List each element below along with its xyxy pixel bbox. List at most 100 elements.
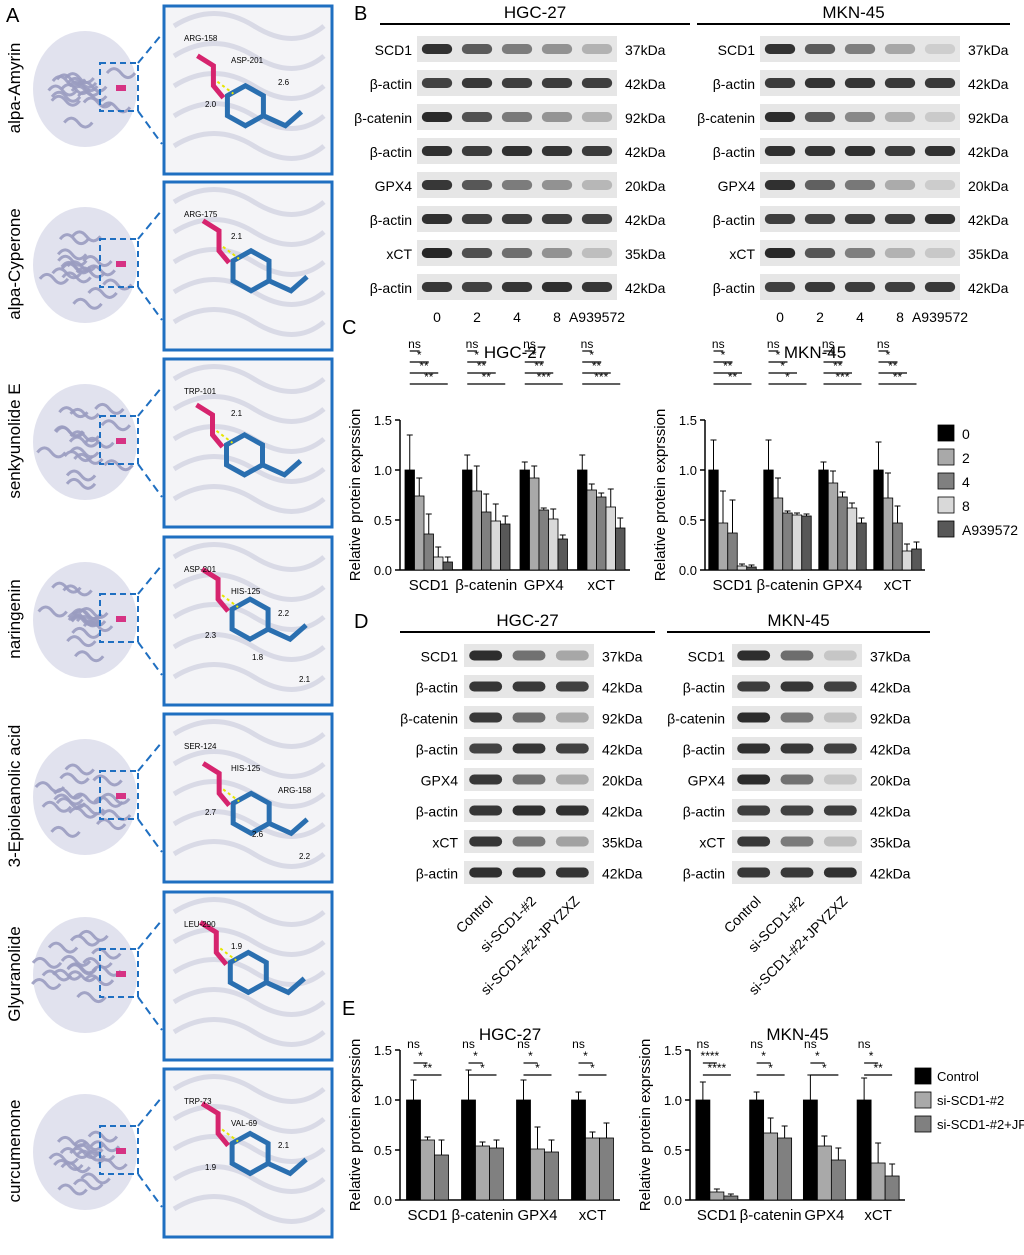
- protein-band: [823, 681, 857, 692]
- protein-band: [844, 214, 876, 224]
- lane-label: 8: [896, 309, 904, 325]
- kda-label: 20kDa: [602, 773, 643, 789]
- legend-label: si-SCD1-#2+JPYZXZ: [937, 1117, 1024, 1132]
- protein-band: [461, 248, 493, 258]
- legend-swatch: [914, 1067, 932, 1085]
- zoom-panel: LEU-290 1.9: [162, 890, 334, 1062]
- protein-band: [884, 180, 916, 190]
- protein-band: [844, 44, 876, 54]
- protein-band: [541, 214, 573, 224]
- background-helix: [172, 572, 326, 602]
- ligand-chain: [265, 976, 306, 996]
- zoom-panel: ASP-201 HIS-125 2.2 2.3 1.8 2.1: [162, 535, 334, 707]
- helix: [73, 1178, 104, 1191]
- significance-mark: ns: [712, 337, 725, 351]
- residue: [200, 1101, 231, 1148]
- significance-mark: **: [592, 359, 602, 373]
- protein-label: β-actin: [416, 866, 458, 882]
- protein-band: [461, 282, 493, 292]
- ligand-chain: [268, 817, 309, 837]
- protein-label: β-actin: [683, 680, 725, 696]
- protein-band: [804, 78, 836, 88]
- significance-mark: *: [761, 1049, 766, 1063]
- kda-label: 92kDa: [870, 711, 911, 727]
- zoom-line: [137, 1096, 163, 1127]
- protein-band: [581, 282, 613, 292]
- western-blot: HGC-27 SCD1 37kDa β-actin 42kDa β-catenin 92kD…: [354, 3, 690, 325]
- significance-mark: **: [424, 370, 434, 384]
- helix: [66, 635, 97, 648]
- legend: 0 2 4 8 A939572: [937, 424, 1018, 538]
- significance-mark: ns: [523, 337, 536, 351]
- helix: [47, 941, 79, 954]
- protein-band: [581, 248, 613, 258]
- kda-label: 42kDa: [968, 212, 1009, 228]
- background-helix: [172, 897, 326, 927]
- bar: [406, 1099, 421, 1201]
- helix: [93, 795, 124, 808]
- residue-label: ARG-175: [184, 210, 218, 219]
- helix: [48, 1152, 79, 1165]
- background-helix: [172, 1194, 326, 1224]
- bar: [586, 489, 597, 571]
- significance-mark: *: [590, 1061, 595, 1075]
- kda-label: 42kDa: [602, 804, 643, 820]
- protein-band: [884, 214, 916, 224]
- zoom-line: [137, 33, 163, 64]
- lane-label: 0: [776, 309, 784, 325]
- ligand: [224, 432, 266, 478]
- protein-band: [884, 248, 916, 258]
- protein-band: [512, 867, 546, 878]
- helix: [100, 419, 132, 432]
- protein-band: [555, 867, 589, 878]
- residue: [195, 402, 225, 449]
- protein-label: β-catenin: [667, 711, 725, 727]
- y-tick-label: 0.0: [664, 1193, 682, 1208]
- protein-band: [737, 774, 771, 785]
- protein-label: xCT: [386, 246, 412, 262]
- helix: [31, 956, 63, 969]
- bar: [791, 514, 803, 571]
- y-tick-label: 0.5: [374, 513, 392, 528]
- bar: [717, 522, 729, 571]
- chart-title: HGC-27: [479, 1025, 541, 1044]
- helix: [89, 1140, 121, 1153]
- residue-label: TRP-73: [184, 1097, 212, 1106]
- significance-mark: *: [474, 348, 479, 362]
- bar: [846, 507, 858, 571]
- helix: [67, 970, 98, 983]
- protein-label: β-actin: [683, 866, 725, 882]
- kda-label: 92kDa: [625, 110, 666, 126]
- panel-letter-c: C: [342, 317, 356, 339]
- helix: [59, 772, 90, 785]
- significance-mark: *: [528, 1049, 533, 1063]
- significance-mark: **: [423, 1061, 433, 1075]
- protein-band: [780, 774, 814, 785]
- protein-band: [780, 681, 814, 692]
- helix: [36, 446, 67, 459]
- helix: [71, 626, 102, 639]
- zoom-line: [137, 641, 163, 676]
- bar-chart: MKN-45 0.0 0.5 1.0 1.5 Relative protein exprs…: [637, 1025, 905, 1224]
- legend-label: A939572: [962, 522, 1018, 538]
- bar: [816, 1145, 832, 1201]
- bar: [856, 1099, 872, 1201]
- kda-label: 42kDa: [870, 866, 911, 882]
- zoom-box: [162, 357, 334, 529]
- helix: [68, 446, 100, 459]
- bar: [837, 496, 848, 571]
- legend-swatch: [937, 472, 955, 490]
- zoom-line: [137, 564, 163, 595]
- protein-band: [804, 214, 836, 224]
- x-tick-label: SCD1: [712, 577, 752, 594]
- panel-letter-b: B: [354, 3, 367, 25]
- residue-label: ARG-158: [184, 34, 218, 43]
- protein-band: [581, 44, 613, 54]
- kda-label: 35kDa: [602, 835, 643, 851]
- protein-label: β-actin: [713, 76, 755, 92]
- ligand-chain: [267, 623, 308, 643]
- helix: [59, 1147, 91, 1160]
- protein-label: β-actin: [713, 280, 755, 296]
- helix: [103, 459, 134, 472]
- protein-band: [737, 650, 771, 661]
